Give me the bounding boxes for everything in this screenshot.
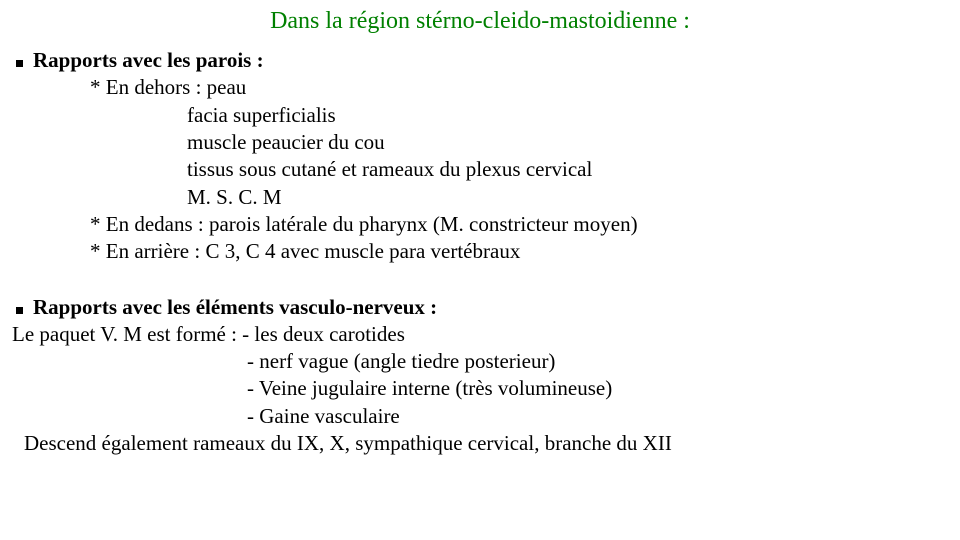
s1-line-7: * En arrière : C 3, C 4 avec muscle para… — [90, 238, 948, 265]
s1-line-4: tissus sous cutané et rameaux du plexus … — [187, 156, 948, 183]
square-bullet-icon — [16, 60, 23, 67]
section-2: Rapports avec les éléments vasculo-nerve… — [12, 294, 948, 458]
s1-line-6: * En dedans : parois latérale du pharynx… — [90, 211, 948, 238]
section-2-heading-row: Rapports avec les éléments vasculo-nerve… — [16, 294, 948, 321]
s1-line-1: * En dehors : peau — [90, 74, 948, 101]
page-title: Dans la région stérno-cleido-mastoidienn… — [12, 6, 948, 37]
s1-line-2: facia superficialis — [187, 102, 948, 129]
s2-line-4: - Gaine vasculaire — [247, 403, 948, 430]
s2-line-3: - Veine jugulaire interne (très volumine… — [247, 375, 948, 402]
s2-line-2: - nerf vague (angle tiedre posterieur) — [247, 348, 948, 375]
s1-line-5: M. S. C. M — [187, 184, 948, 211]
s2-line-5: Descend également rameaux du IX, X, symp… — [24, 430, 948, 457]
section-1-heading: Rapports avec les parois : — [33, 47, 264, 74]
section-2-heading: Rapports avec les éléments vasculo-nerve… — [33, 294, 437, 321]
document-page: Dans la région stérno-cleido-mastoidienn… — [0, 0, 960, 463]
s1-line-3: muscle peaucier du cou — [187, 129, 948, 156]
square-bullet-icon — [16, 307, 23, 314]
section-1-heading-row: Rapports avec les parois : — [16, 47, 948, 74]
s2-line-1: Le paquet V. M est formé : - les deux ca… — [12, 321, 948, 348]
